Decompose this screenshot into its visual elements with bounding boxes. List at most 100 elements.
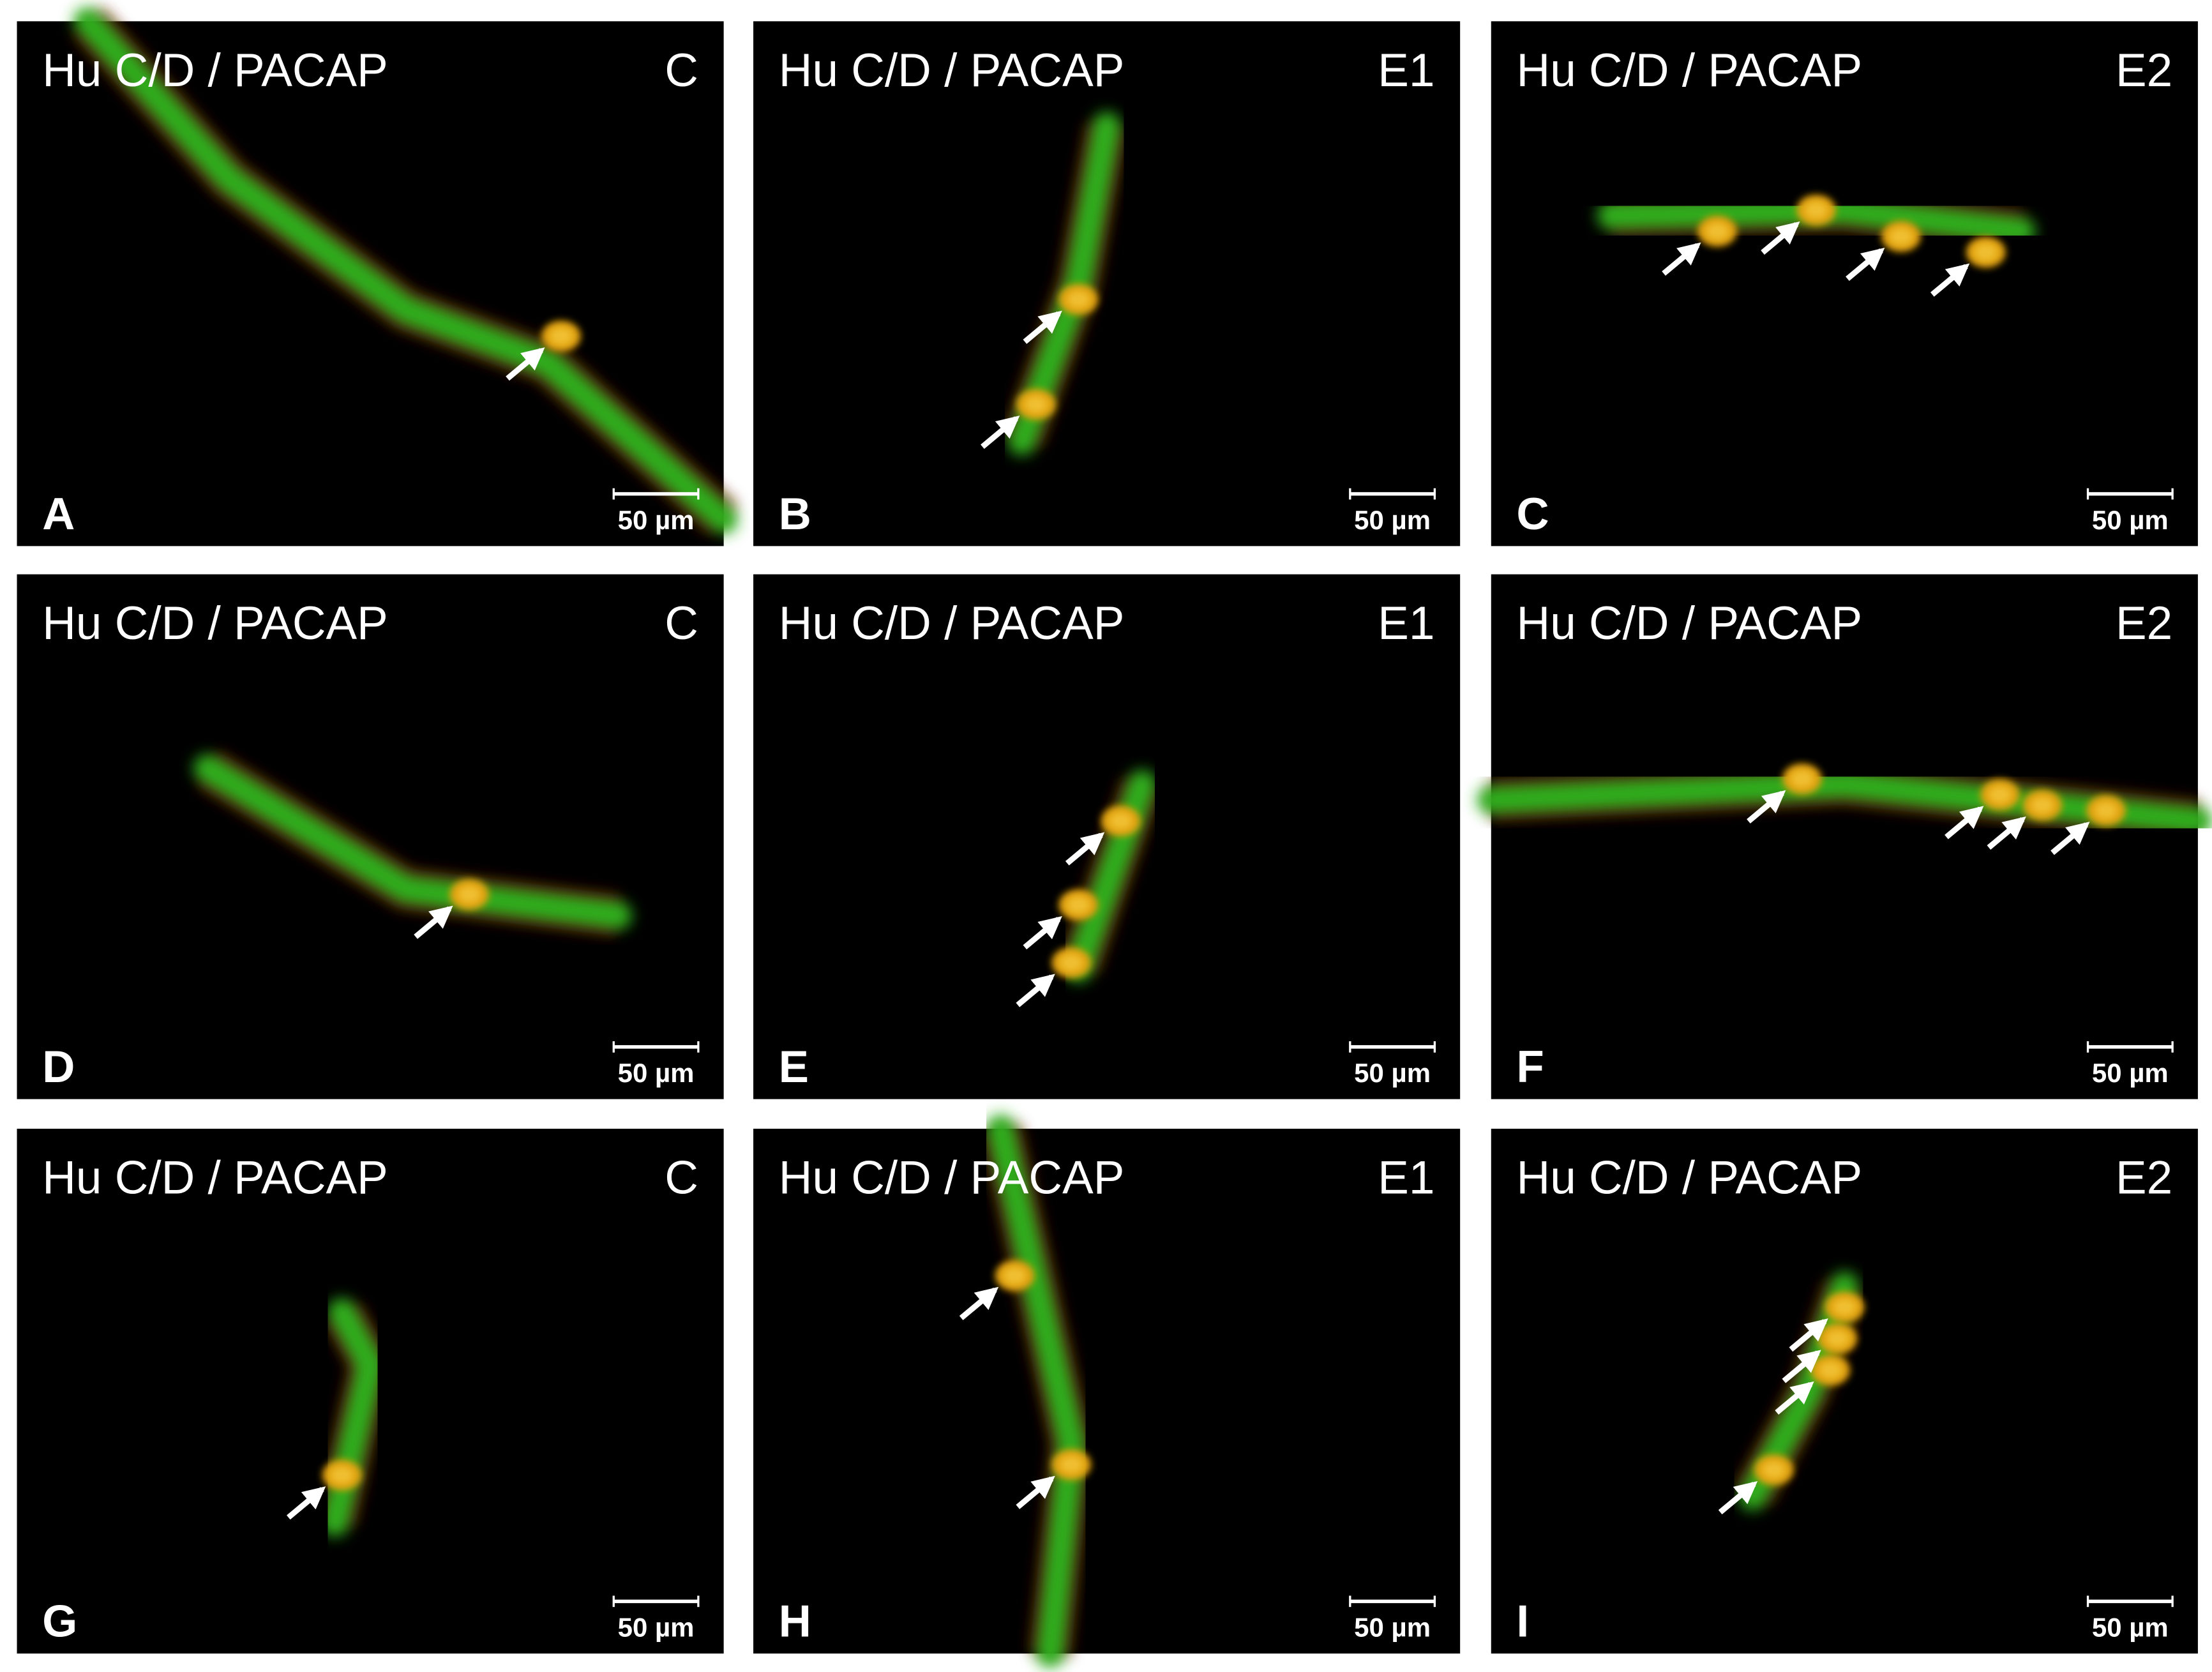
neuron-core xyxy=(1110,812,1132,830)
neuron-core xyxy=(1762,1461,1786,1479)
scale-bar-label: 50 µm xyxy=(1354,1058,1431,1088)
arrow xyxy=(1065,832,1105,866)
panel-background xyxy=(753,21,1461,546)
arrow xyxy=(1789,1318,1828,1352)
arrow xyxy=(1761,221,1800,255)
scale-bar-label: 50 µm xyxy=(618,505,695,535)
neuron-core xyxy=(1826,1330,1849,1348)
neuron-core xyxy=(1805,202,1828,219)
scale-bar-label: 50 µm xyxy=(1354,1613,1431,1643)
arrow xyxy=(1718,1480,1758,1515)
condition-label: E1 xyxy=(1378,598,1434,649)
tissue xyxy=(980,1114,1093,1668)
arrow xyxy=(1662,242,1701,276)
stain-label: Hu C/D / PACAP xyxy=(1517,45,1863,96)
arrow xyxy=(1016,974,1055,1007)
panel-letter: F xyxy=(1517,1041,1544,1092)
condition-label: E2 xyxy=(2116,598,2172,649)
neuron-core xyxy=(550,328,573,345)
tissue xyxy=(1477,763,2212,842)
micrograph-panel: Hu C/D / PACAP C A 50 µm xyxy=(17,7,738,546)
neuron-core xyxy=(1025,396,1048,413)
panel-letter: G xyxy=(42,1596,77,1646)
arrow xyxy=(414,905,453,939)
arrow xyxy=(981,415,1020,449)
neuron-core xyxy=(2031,797,2054,814)
arrow xyxy=(1945,806,1984,840)
arrow xyxy=(959,1286,999,1320)
scale-bar-label: 50 µm xyxy=(2092,505,2169,535)
panel-letter: D xyxy=(42,1041,75,1092)
tissue-green xyxy=(193,754,632,930)
scale-bar-label: 50 µm xyxy=(2092,1613,2169,1643)
micrograph-panel: Hu C/D / PACAP E2 I 50 µm xyxy=(1491,1129,2198,1654)
panel-letter: E xyxy=(779,1041,809,1092)
arrow xyxy=(2050,822,2090,855)
scale-bar-label: 50 µm xyxy=(618,1058,695,1088)
condition-label: E1 xyxy=(1378,1152,1434,1204)
neuron-core xyxy=(1833,1299,1856,1316)
micrograph-panel: Hu C/D / PACAP C G 50 µm xyxy=(17,1129,724,1654)
panel-background xyxy=(17,574,724,1099)
arrow xyxy=(506,347,545,381)
arrow xyxy=(1846,247,1885,282)
tissue xyxy=(1051,770,1162,983)
neuron-core xyxy=(1004,1267,1027,1284)
neuron-core xyxy=(331,1466,354,1484)
panel-background xyxy=(1491,574,2198,1099)
tissue-green xyxy=(986,1114,1086,1668)
arrow xyxy=(1023,916,1062,950)
stain-label: Hu C/D / PACAP xyxy=(1517,598,1863,649)
condition-label: C xyxy=(665,45,698,96)
neuron-core xyxy=(1791,770,1814,788)
scale-bar-label: 50 µm xyxy=(1354,505,1431,535)
condition-label: E1 xyxy=(1378,45,1434,96)
neuron-core xyxy=(1060,954,1083,972)
stain-label: Hu C/D / PACAP xyxy=(42,598,388,649)
tissue-green xyxy=(73,7,738,534)
neuron-core xyxy=(1060,1456,1083,1473)
scale-bar-label: 50 µm xyxy=(618,1613,695,1643)
stain-label: Hu C/D / PACAP xyxy=(42,1152,388,1204)
micrograph-panel: Hu C/D / PACAP E2 C 50 µm xyxy=(1491,21,2198,546)
condition-label: E2 xyxy=(2116,45,2172,96)
neuron-core xyxy=(1706,222,1729,240)
tissue xyxy=(1002,112,1128,456)
tissue-green xyxy=(1597,196,2036,246)
tissue-green xyxy=(1477,770,2212,836)
arrow xyxy=(1782,1350,1821,1383)
condition-label: C xyxy=(665,1152,698,1204)
arrow xyxy=(1987,816,2026,850)
neuron-core xyxy=(458,885,481,903)
stain-label: Hu C/D / PACAP xyxy=(42,45,388,96)
arrow xyxy=(1775,1381,1814,1415)
micrograph-panel: Hu C/D / PACAP E1 E 50 µm xyxy=(753,574,1461,1099)
condition-label: C xyxy=(665,598,698,649)
panel-letter: B xyxy=(779,488,811,539)
arrow xyxy=(1747,790,1786,824)
tissue xyxy=(193,750,632,937)
tissue-green xyxy=(1007,112,1121,456)
panel-background xyxy=(753,1129,1461,1654)
panel-letter: A xyxy=(42,488,75,539)
neuron-core xyxy=(1067,896,1090,914)
micrograph-panel: Hu C/D / PACAP E1 B 50 µm xyxy=(753,21,1461,546)
micrograph-panel: Hu C/D / PACAP E2 F 50 µm xyxy=(1477,574,2212,1099)
arrow xyxy=(286,1486,326,1520)
tissue xyxy=(71,7,738,536)
stain-label: Hu C/D / PACAP xyxy=(779,45,1125,96)
panel-background xyxy=(1491,1129,2198,1654)
tissue xyxy=(314,1298,393,1537)
stain-label: Hu C/D / PACAP xyxy=(1517,1152,1863,1204)
scale-bar-label: 50 µm xyxy=(2092,1058,2169,1088)
neuron-core xyxy=(1890,228,1913,245)
neuron-core xyxy=(1819,1361,1842,1379)
panel-letter: H xyxy=(779,1596,811,1646)
panel-letter: C xyxy=(1517,488,1549,539)
condition-label: E2 xyxy=(2116,1152,2172,1204)
arrow xyxy=(1023,310,1062,344)
tissue xyxy=(1597,189,2036,268)
panel-letter: I xyxy=(1517,1596,1530,1646)
